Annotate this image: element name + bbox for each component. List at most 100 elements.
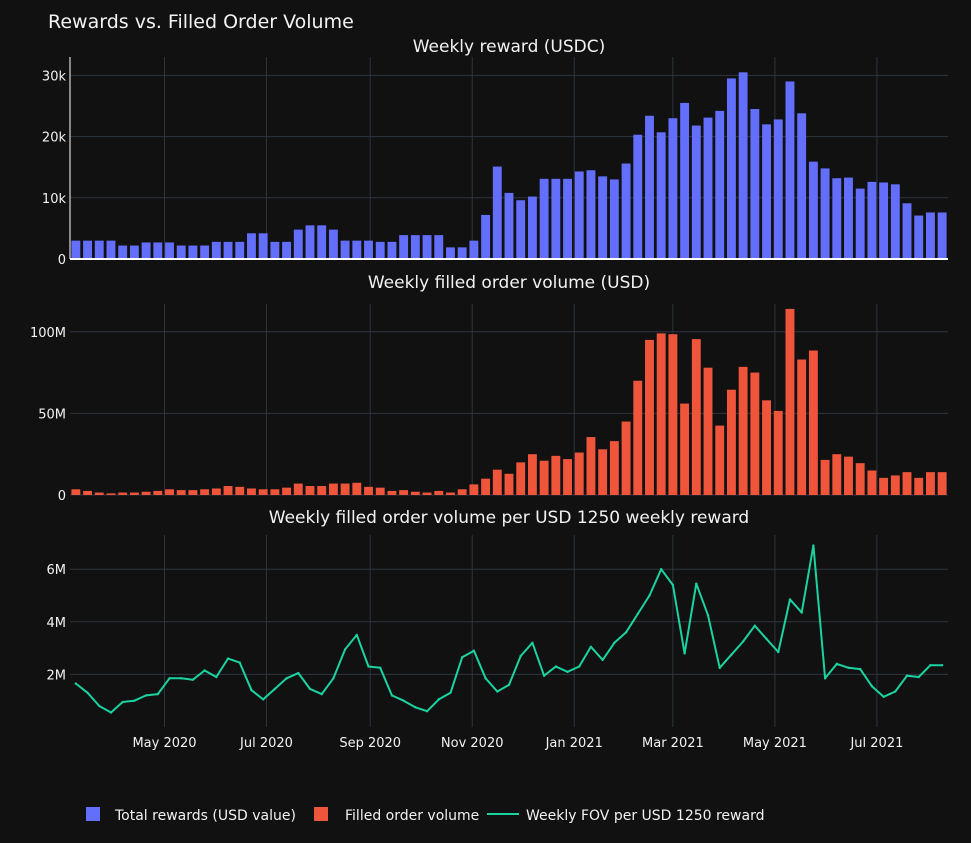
volume-bar[interactable] (235, 486, 245, 495)
volume-bar[interactable] (680, 403, 690, 495)
volume-bar[interactable] (71, 489, 81, 495)
ratio-point[interactable] (191, 678, 195, 681)
ratio-point[interactable] (788, 598, 792, 601)
rewards-bar[interactable] (282, 241, 292, 259)
rewards-bar[interactable] (422, 235, 432, 259)
rewards-bar[interactable] (680, 102, 690, 259)
rewards-bar[interactable] (762, 124, 771, 259)
volume-bar[interactable] (785, 308, 795, 495)
rewards-bar[interactable] (645, 115, 654, 259)
ratio-point[interactable] (823, 677, 827, 680)
ratio-point[interactable] (683, 652, 686, 655)
volume-bar[interactable] (481, 478, 491, 495)
rewards-bar[interactable] (738, 72, 748, 259)
ratio-point[interactable] (484, 677, 487, 680)
volume-bar[interactable] (586, 437, 596, 495)
rewards-bar[interactable] (165, 242, 174, 259)
volume-bar[interactable] (211, 488, 221, 495)
rewards-bar[interactable] (352, 240, 362, 259)
ratio-point[interactable] (917, 675, 920, 679)
volume-bar[interactable] (808, 350, 818, 495)
ratio-point[interactable] (437, 698, 440, 701)
volume-bar[interactable] (317, 486, 327, 495)
rewards-bar[interactable] (83, 240, 93, 259)
rewards-bar[interactable] (586, 170, 596, 259)
rewards-bar[interactable] (235, 241, 245, 259)
rewards-bar[interactable] (305, 225, 315, 259)
volume-bar[interactable] (750, 372, 760, 495)
volume-bar[interactable] (738, 366, 748, 495)
ratio-point[interactable] (624, 631, 628, 634)
rewards-bar[interactable] (457, 247, 467, 259)
rewards-bar[interactable] (328, 229, 338, 259)
ratio-point[interactable] (706, 614, 710, 617)
rewards-bar[interactable] (176, 245, 186, 259)
rewards-bar[interactable] (106, 240, 116, 259)
ratio-point[interactable] (753, 624, 757, 627)
rewards-bar[interactable] (141, 242, 151, 259)
volume-bar[interactable] (516, 462, 526, 495)
ratio-point[interactable] (531, 641, 534, 645)
ratio-point[interactable] (460, 656, 464, 659)
volume-bar[interactable] (890, 475, 900, 495)
ratio-point[interactable] (777, 650, 780, 654)
volume-bar[interactable] (773, 410, 783, 495)
volume-bar[interactable] (668, 334, 678, 495)
rewards-bar[interactable] (832, 178, 842, 259)
rewards-bar[interactable] (808, 161, 818, 259)
ratio-point[interactable] (425, 710, 429, 713)
ratio-point[interactable] (730, 653, 733, 656)
ratio-point[interactable] (765, 637, 768, 641)
rewards-bar[interactable] (656, 132, 666, 259)
ratio-point[interactable] (940, 663, 944, 667)
rewards-bar[interactable] (726, 78, 736, 259)
volume-bar[interactable] (844, 456, 853, 495)
ratio-point[interactable] (578, 665, 581, 668)
ratio-point[interactable] (332, 677, 335, 680)
rewards-bar[interactable] (434, 235, 444, 259)
rewards-bar[interactable] (750, 109, 760, 259)
rewards-bar[interactable] (633, 134, 643, 259)
ratio-point[interactable] (86, 691, 89, 695)
rewards-bar[interactable] (375, 241, 385, 259)
ratio-point[interactable] (859, 667, 862, 671)
ratio-point[interactable] (121, 700, 124, 704)
ratio-point[interactable] (496, 690, 499, 693)
ratio-point[interactable] (215, 675, 218, 679)
volume-bar[interactable] (925, 472, 935, 495)
ratio-point[interactable] (613, 641, 616, 645)
ratio-point[interactable] (414, 706, 417, 709)
ratio-point[interactable] (507, 683, 511, 687)
rewards-bar[interactable] (621, 163, 631, 259)
volume-bar[interactable] (574, 452, 584, 495)
ratio-point[interactable] (355, 633, 359, 637)
ratio-line[interactable] (75, 544, 943, 714)
rewards-bar[interactable] (211, 241, 221, 259)
ratio-point[interactable] (203, 669, 206, 672)
rewards-bar[interactable] (153, 242, 163, 259)
ratio-point[interactable] (156, 692, 159, 696)
volume-bar[interactable] (551, 455, 561, 495)
ratio-point[interactable] (390, 694, 394, 697)
legend-swatch-volume[interactable] (314, 807, 328, 821)
rewards-bar[interactable] (715, 110, 725, 259)
volume-bar[interactable] (258, 489, 268, 495)
volume-bar[interactable] (282, 487, 292, 495)
legend-label-volume[interactable]: Filled order volume (345, 808, 479, 824)
volume-bar[interactable] (247, 488, 256, 495)
volume-bar[interactable] (153, 490, 163, 495)
volume-bar[interactable] (539, 460, 549, 495)
volume-bar[interactable] (118, 492, 128, 495)
volume-bar[interactable] (656, 333, 666, 495)
rewards-bar[interactable] (551, 178, 561, 259)
rewards-bar[interactable] (937, 212, 947, 259)
rewards-bar[interactable] (925, 212, 935, 259)
volume-bar[interactable] (820, 459, 830, 495)
ratio-point[interactable] (343, 648, 347, 651)
rewards-bar[interactable] (504, 192, 514, 259)
ratio-point[interactable] (519, 654, 522, 658)
volume-bar[interactable] (83, 490, 93, 495)
ratio-point[interactable] (308, 687, 312, 691)
volume-bar[interactable] (188, 490, 198, 495)
ratio-point[interactable] (379, 666, 382, 670)
